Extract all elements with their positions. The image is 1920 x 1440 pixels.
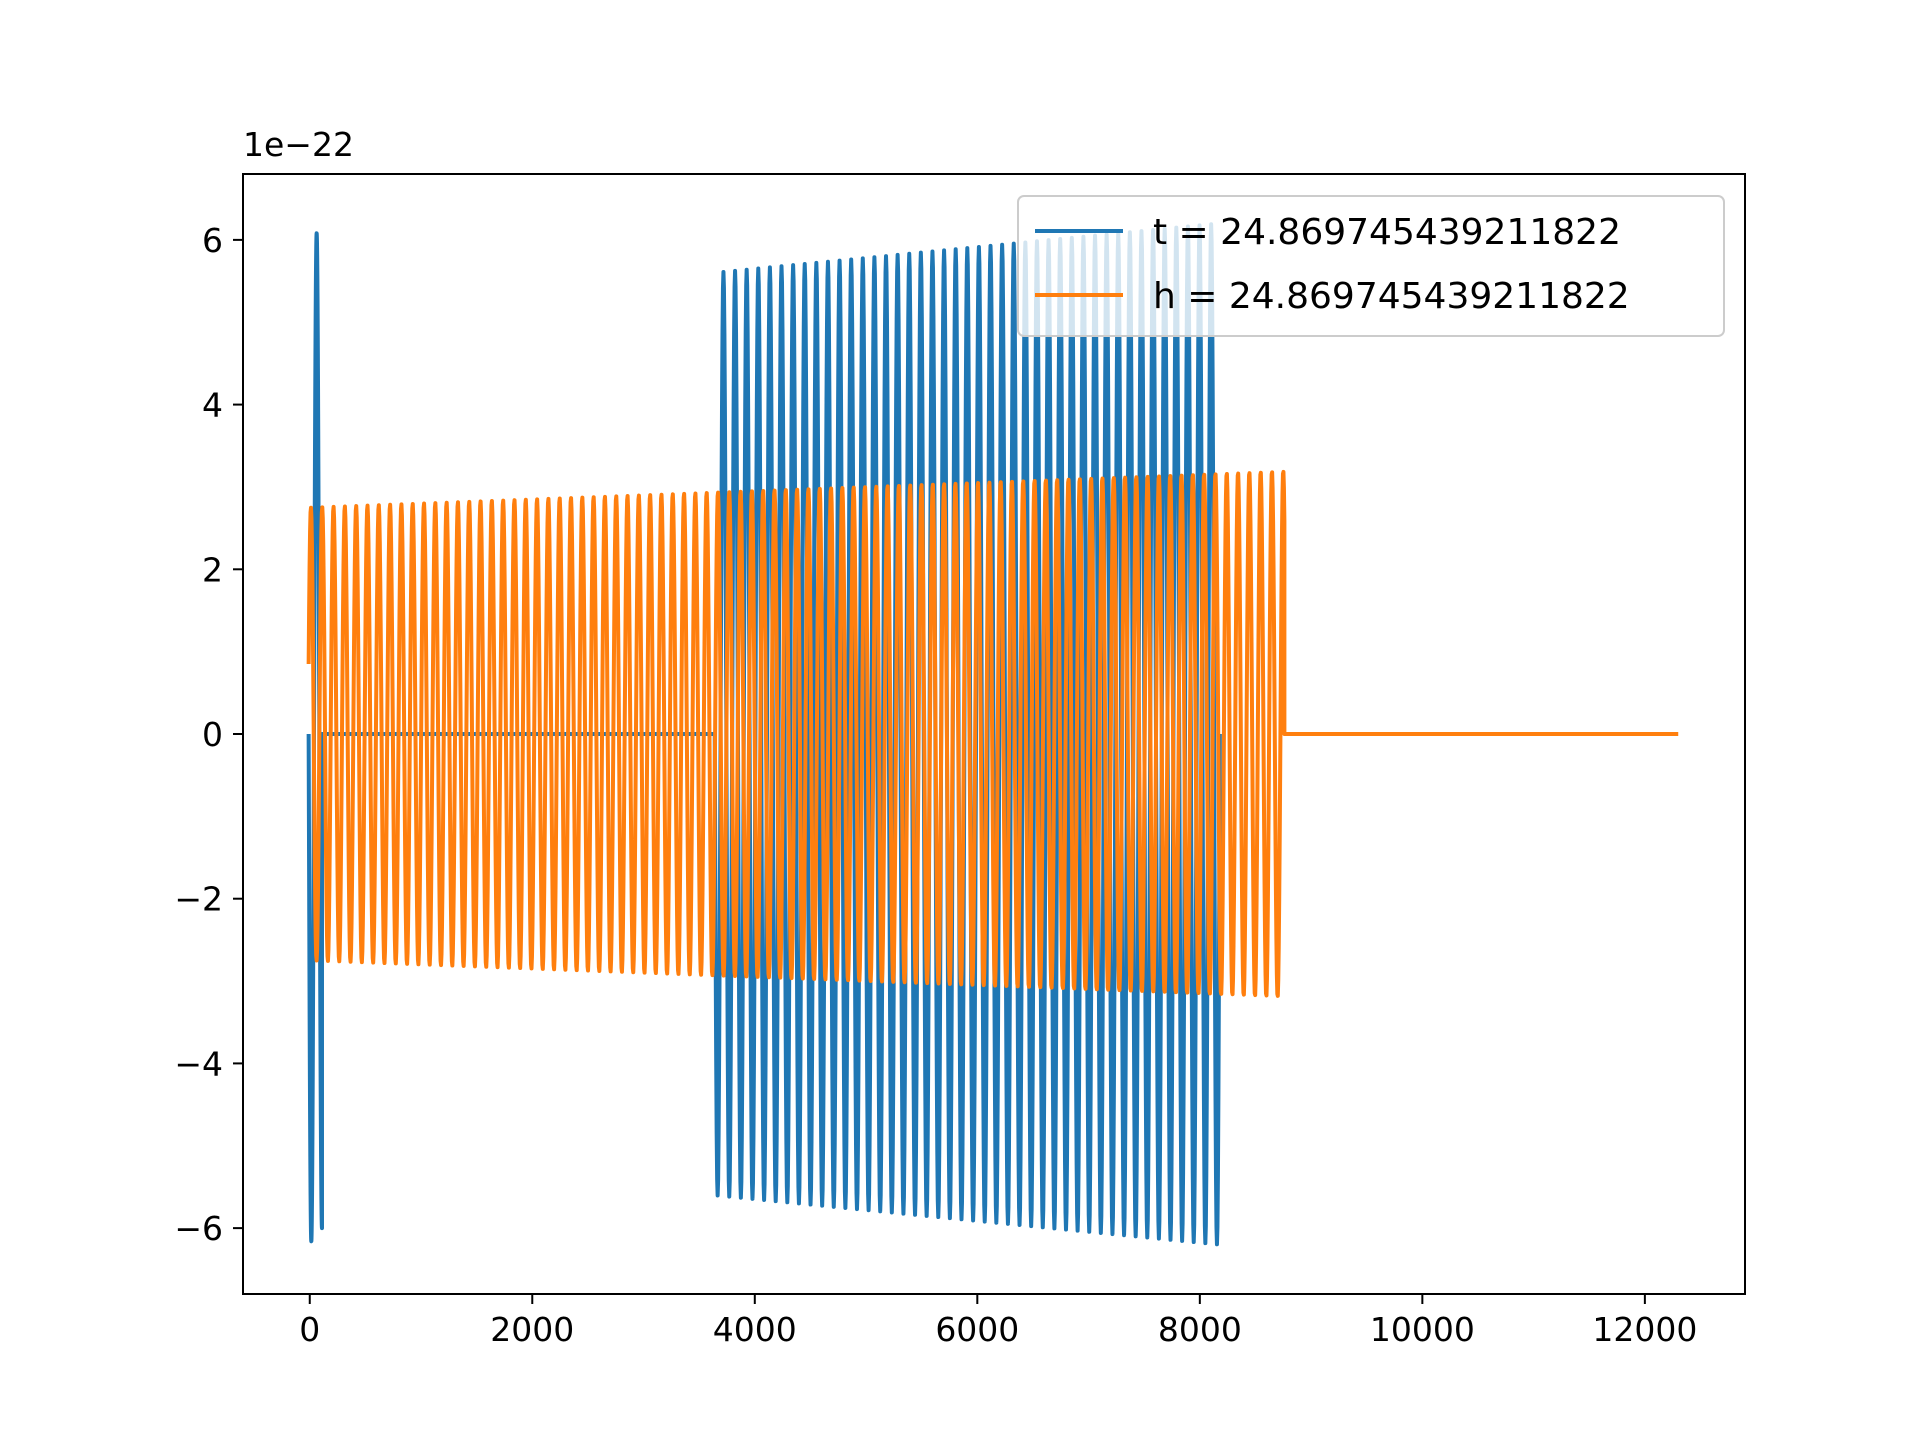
y-tick-label: −2 xyxy=(174,880,223,919)
series-line-2 xyxy=(306,469,1679,998)
x-tick-label: 2000 xyxy=(490,1310,574,1349)
legend-box xyxy=(1017,195,1725,337)
y-tick-label: 0 xyxy=(202,715,223,754)
legend-label-2: h = 24.869745439211822 xyxy=(1153,276,1630,317)
y-axis: −6 −4 −2 0 2 4 6 xyxy=(174,221,243,1248)
y-offset-label: 1e−22 xyxy=(243,125,354,164)
x-tick-label: 0 xyxy=(299,1310,320,1349)
x-tick-label: 12000 xyxy=(1592,1310,1697,1349)
x-tick-label: 4000 xyxy=(713,1310,797,1349)
x-tick-label: 10000 xyxy=(1370,1310,1475,1349)
y-tick-label: −6 xyxy=(174,1209,223,1248)
y-tick-label: 6 xyxy=(202,221,223,260)
x-axis: 0 2000 4000 6000 8000 10000 12000 xyxy=(299,1294,1697,1349)
y-tick-label: −4 xyxy=(174,1044,223,1083)
y-tick-label: 2 xyxy=(202,550,223,589)
x-tick-label: 8000 xyxy=(1158,1310,1242,1349)
y-tick-label: 4 xyxy=(202,386,223,425)
legend: t = 24.869745439211822 h = 24.86974543921… xyxy=(1017,195,1725,337)
legend-label-1: t = 24.869745439211822 xyxy=(1153,212,1621,253)
x-tick-label: 6000 xyxy=(935,1310,1019,1349)
